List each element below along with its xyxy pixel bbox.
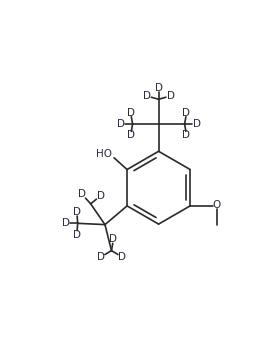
Text: D: D (155, 83, 162, 93)
Text: D: D (118, 252, 126, 262)
Text: D: D (96, 191, 105, 201)
Text: O: O (213, 200, 221, 211)
Text: D: D (73, 230, 81, 240)
Text: D: D (127, 131, 135, 140)
Text: D: D (96, 252, 105, 262)
Text: D: D (193, 119, 200, 129)
Text: D: D (182, 131, 190, 140)
Text: D: D (167, 91, 174, 101)
Text: D: D (73, 207, 81, 217)
Text: D: D (62, 218, 70, 228)
Text: D: D (109, 234, 117, 244)
Text: D: D (127, 107, 135, 118)
Text: HO: HO (96, 149, 112, 159)
Text: D: D (117, 119, 125, 129)
Text: D: D (182, 107, 190, 118)
Text: D: D (143, 91, 151, 101)
Text: D: D (78, 190, 86, 199)
